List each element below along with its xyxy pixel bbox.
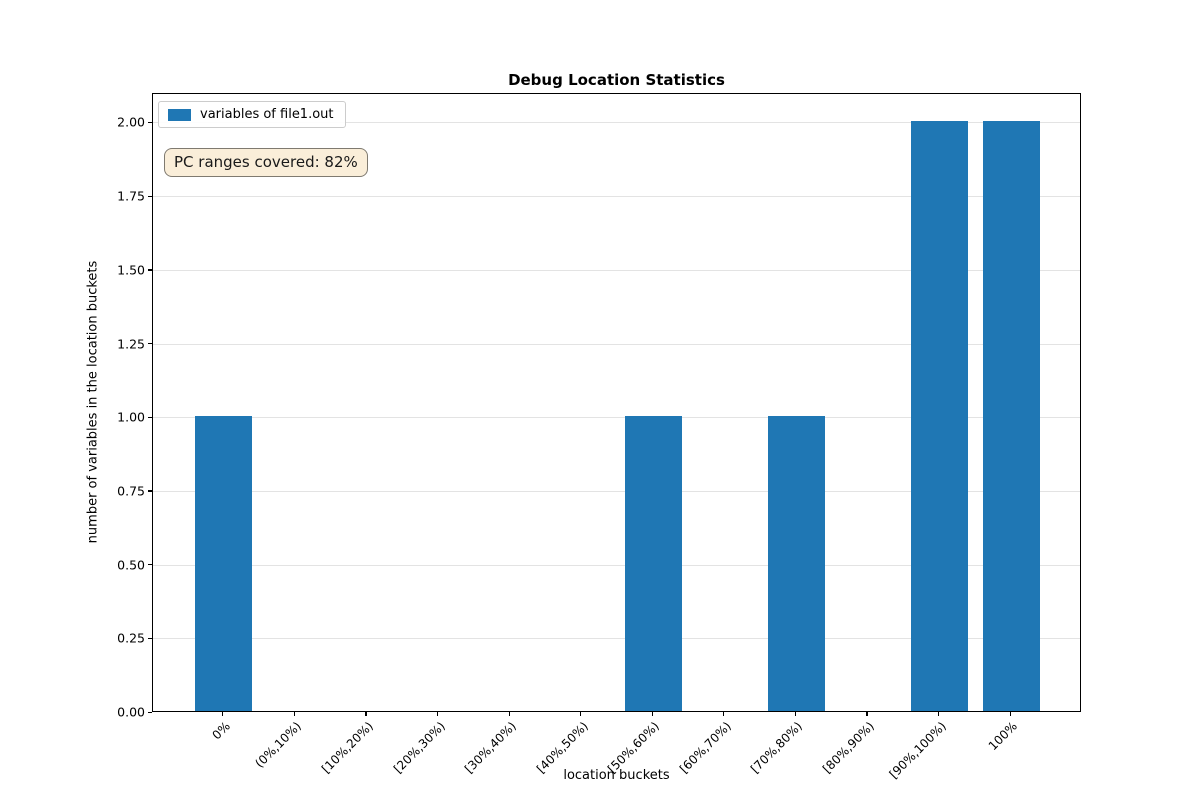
x-tick-label: 0% bbox=[209, 719, 233, 743]
y-axis-label: number of variables in the location buck… bbox=[85, 260, 101, 544]
x-axis-label: location buckets bbox=[563, 768, 670, 783]
y-tick-mark bbox=[148, 564, 152, 566]
y-tick-label: 0.75 bbox=[117, 483, 145, 499]
x-tick-mark bbox=[794, 712, 797, 716]
x-tick-mark bbox=[365, 712, 367, 716]
y-tick-mark bbox=[148, 343, 152, 345]
y-tick-label: 1.50 bbox=[117, 262, 145, 278]
bar-[90%,100%) bbox=[910, 121, 969, 711]
y-tick-label: 0.25 bbox=[117, 630, 145, 646]
gridline bbox=[153, 490, 1080, 492]
legend-swatch bbox=[168, 108, 191, 121]
bar-100% bbox=[982, 121, 1040, 711]
y-tick-label: 0.00 bbox=[117, 704, 145, 720]
y-tick-mark bbox=[148, 637, 152, 639]
y-tick-mark bbox=[148, 416, 152, 418]
y-tick-mark bbox=[148, 121, 152, 124]
x-tick-mark bbox=[723, 712, 725, 716]
x-tick-mark bbox=[1009, 712, 1011, 716]
gridline bbox=[153, 122, 1080, 124]
chart-title: Debug Location Statistics bbox=[508, 71, 725, 89]
gridline bbox=[153, 196, 1080, 198]
bar-[50%,60%) bbox=[624, 416, 682, 711]
x-tick-mark bbox=[508, 712, 510, 716]
y-tick-label: 1.75 bbox=[117, 188, 145, 204]
x-tick-mark bbox=[222, 712, 224, 716]
x-tick-mark bbox=[651, 712, 653, 716]
legend-label: variables of file1.out bbox=[200, 107, 334, 122]
y-tick-label: 1.00 bbox=[117, 409, 145, 425]
gridline bbox=[153, 417, 1080, 419]
x-tick-mark bbox=[293, 712, 295, 716]
x-tick-mark bbox=[937, 712, 940, 716]
gridline bbox=[153, 269, 1080, 271]
gridline bbox=[153, 564, 1080, 566]
y-tick-mark bbox=[148, 195, 152, 197]
bar-[70%,80%) bbox=[767, 416, 826, 711]
x-tick-mark bbox=[436, 712, 439, 716]
bar-0% bbox=[195, 416, 253, 711]
plot-area: variables of file1.out PC ranges covered… bbox=[152, 93, 1081, 712]
y-tick-mark bbox=[148, 269, 152, 271]
y-tick-mark bbox=[148, 711, 152, 713]
annotation-box: PC ranges covered: 82% bbox=[164, 148, 368, 177]
y-tick-label: 1.25 bbox=[117, 336, 145, 352]
x-tick-mark bbox=[866, 712, 868, 716]
gridline bbox=[153, 343, 1080, 345]
y-tick-mark bbox=[148, 490, 152, 492]
y-tick-label: 0.50 bbox=[117, 557, 145, 573]
gridline bbox=[153, 638, 1080, 640]
legend: variables of file1.out bbox=[158, 101, 346, 128]
x-tick-mark bbox=[580, 712, 582, 716]
y-tick-label: 2.00 bbox=[117, 114, 145, 130]
